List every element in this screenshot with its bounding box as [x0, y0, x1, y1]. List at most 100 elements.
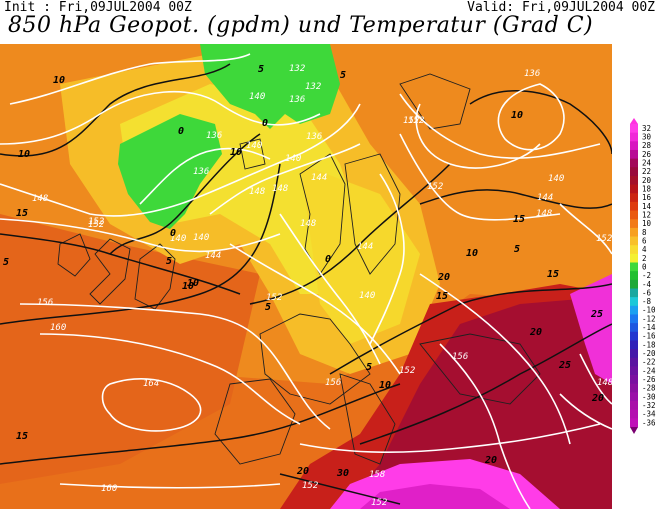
- geopot-label: 144: [357, 242, 373, 252]
- scale-label: -30: [642, 392, 656, 401]
- scale-swatch: [630, 219, 638, 229]
- scale-label: 8: [642, 228, 647, 237]
- scale-label: -32: [642, 401, 656, 410]
- scale-label: -20: [642, 349, 656, 358]
- geopot-label: 148: [300, 219, 316, 229]
- scale-swatch: [630, 401, 638, 411]
- temp-label: 5: [258, 64, 264, 75]
- temp-label: 0: [178, 126, 184, 137]
- geopot-label: 148: [597, 378, 612, 388]
- scale-label: 18: [642, 185, 652, 194]
- scale-swatch: [630, 279, 638, 289]
- scale-label: -26: [642, 375, 656, 384]
- geopot-label: 136: [306, 132, 322, 142]
- hot-zone-magenta-east: [570, 274, 612, 384]
- coastlines: [57, 73, 541, 465]
- geopot-label: 164: [143, 379, 159, 389]
- scale-label: 10: [642, 219, 652, 228]
- scale-label: -6: [642, 288, 652, 297]
- geopot-label: 152: [88, 217, 104, 227]
- scale-swatch: [630, 331, 638, 341]
- scale-bottom-arrow: [630, 427, 638, 434]
- temp-label: 10: [230, 147, 242, 158]
- geopot-label: 148: [249, 187, 265, 197]
- geopot-label: 148: [536, 209, 552, 219]
- scale-label: -22: [642, 358, 656, 367]
- geopot-label: 148: [272, 184, 288, 194]
- scale-label: -8: [642, 297, 652, 306]
- scale-label: 24: [642, 159, 652, 168]
- temp-label: 0: [262, 118, 268, 129]
- scale-swatch: [630, 201, 638, 211]
- valid-time: Valid: Fri,09JUL2004 00Z: [467, 0, 655, 15]
- temp-label: 10: [18, 149, 30, 160]
- scale-swatch: [630, 175, 638, 185]
- scale-swatch: [630, 288, 638, 298]
- geopot-label: 160: [50, 323, 66, 333]
- scale-label: -36: [642, 418, 656, 427]
- scale-swatch: [630, 314, 638, 324]
- temp-label: 25: [558, 360, 571, 371]
- scale-label: 12: [642, 211, 651, 220]
- scale-swatch: [630, 193, 638, 203]
- scale-swatch: [630, 227, 638, 237]
- geopot-label: 144: [311, 173, 327, 183]
- geopot-label: 152: [88, 220, 104, 230]
- geopot-label: 160: [101, 484, 117, 494]
- scale-label: -16: [642, 332, 656, 341]
- scale-swatch: [630, 297, 638, 307]
- geopotential-label-group: 132 132 136 140 136 140 136 140 140 136 …: [32, 64, 612, 508]
- geopot-label: 136: [193, 167, 209, 177]
- scale-top-arrow: [630, 118, 638, 124]
- scale-swatch: [630, 262, 638, 272]
- scale-label: -2: [642, 271, 651, 280]
- geopot-label: 140: [246, 141, 262, 151]
- scale-swatch: [630, 323, 638, 333]
- scale-swatch: [630, 210, 638, 220]
- scale-swatch: [630, 340, 638, 350]
- temp-label: 5: [166, 256, 172, 267]
- temperature-label-group: 10 10 15 5 0 5 0 10 5 10 0 5 10 15 10 5 …: [3, 64, 604, 479]
- geopot-label: 140: [548, 174, 564, 184]
- temp-label: 5: [366, 362, 372, 373]
- geopot-label: 152: [596, 234, 612, 244]
- scale-swatch: [630, 245, 638, 255]
- scale-swatch: [630, 357, 638, 367]
- temp-label: 5: [340, 70, 346, 81]
- scale-swatch: [630, 149, 638, 160]
- isotherms: [0, 63, 612, 505]
- geopot-label: 144: [537, 193, 553, 203]
- geopotential-contours: [0, 53, 612, 509]
- scale-label: 2: [642, 254, 647, 263]
- geopot-label: 158: [369, 470, 385, 480]
- scale-swatch: [630, 375, 638, 385]
- geopot-label: 152: [266, 293, 282, 303]
- geopot-label: 156: [325, 378, 341, 388]
- scale-label: 6: [642, 236, 647, 245]
- scale-label: 14: [642, 202, 652, 211]
- scale-label: 22: [642, 167, 651, 176]
- scale-swatch: [630, 392, 638, 402]
- temp-label: 10: [379, 380, 391, 391]
- scale-swatch: [630, 253, 638, 263]
- temp-label: 20: [591, 393, 604, 404]
- scale-label: 16: [642, 193, 652, 202]
- scale-label: -24: [642, 366, 656, 375]
- scale-label: 26: [642, 150, 652, 159]
- temp-label: 0: [170, 228, 176, 239]
- scale-label: -4: [642, 280, 652, 289]
- scale-swatch: [630, 124, 638, 134]
- geopot-label: 140: [249, 92, 265, 102]
- scale-label: -28: [642, 384, 656, 393]
- temp-label: 15: [436, 291, 448, 302]
- scale-swatch: [630, 167, 638, 177]
- temp-zone-darkorange: [0, 214, 260, 484]
- scale-label: -18: [642, 340, 656, 349]
- geopot-label: 132: [305, 82, 321, 92]
- geopot-label: 140: [285, 154, 301, 164]
- temp-label: 10: [187, 278, 199, 289]
- temp-label: 20: [437, 272, 450, 283]
- scale-swatch: [630, 409, 638, 419]
- scale-swatch: [630, 132, 638, 142]
